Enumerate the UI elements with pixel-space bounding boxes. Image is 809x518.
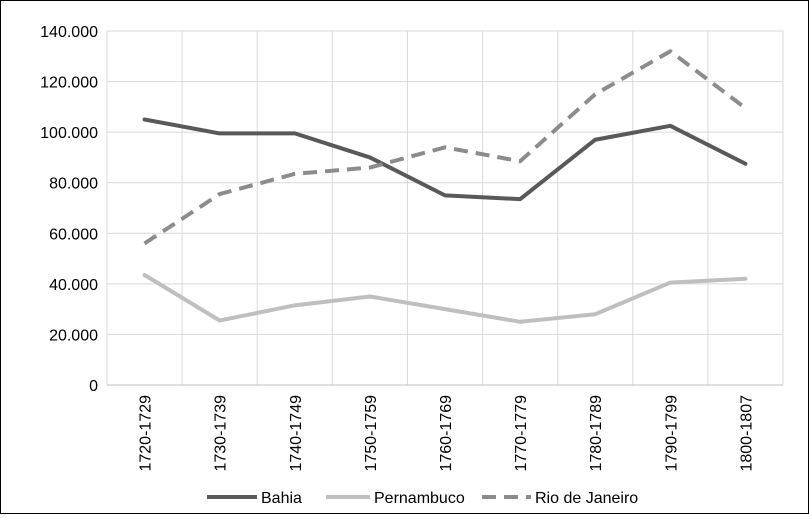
legend-label: Bahia — [261, 490, 302, 507]
x-tick-label: 1800-1807 — [738, 395, 755, 472]
series-line-rio-de-janeiro — [143, 49, 747, 246]
y-tick-label: 100.000 — [40, 125, 98, 142]
y-tick-label: 40.000 — [49, 277, 98, 294]
legend-label: Pernambuco — [374, 490, 465, 507]
x-tick-label: 1740-1749 — [288, 395, 305, 472]
x-tick-label: 1720-1729 — [138, 395, 155, 472]
y-tick-label: 80.000 — [49, 176, 98, 193]
y-tick-label: 0 — [89, 378, 98, 395]
y-tick-label: 60.000 — [49, 226, 98, 243]
x-tick-label: 1760-1769 — [438, 395, 455, 472]
series-line-pernambuco — [142, 273, 748, 324]
y-tick-label: 20.000 — [49, 327, 98, 344]
x-tick-label: 1780-1789 — [588, 395, 605, 472]
x-tick-label: 1750-1759 — [363, 395, 380, 472]
y-axis-ticks: 0 20.000 40.000 60.000 80.000 100.000 120.000 1… — [40, 24, 98, 395]
grid-lines — [106, 30, 784, 386]
series-lines — [142, 49, 748, 324]
legend-label: Rio de Janeiro — [535, 490, 638, 507]
x-axis-ticks: 1720-1729 1730-1739 1740-1749 1750-1759 1760… — [138, 395, 756, 472]
series-line-bahia — [142, 117, 748, 202]
x-tick-label: 1770-1779 — [513, 395, 530, 472]
y-tick-label: 120.000 — [40, 75, 98, 92]
x-tick-label: 1790-1799 — [663, 395, 680, 472]
x-tick-label: 1730-1739 — [213, 395, 230, 472]
legend: Bahia Pernambuco Rio de Janeiro — [207, 490, 638, 507]
y-tick-label: 140.000 — [40, 24, 98, 41]
